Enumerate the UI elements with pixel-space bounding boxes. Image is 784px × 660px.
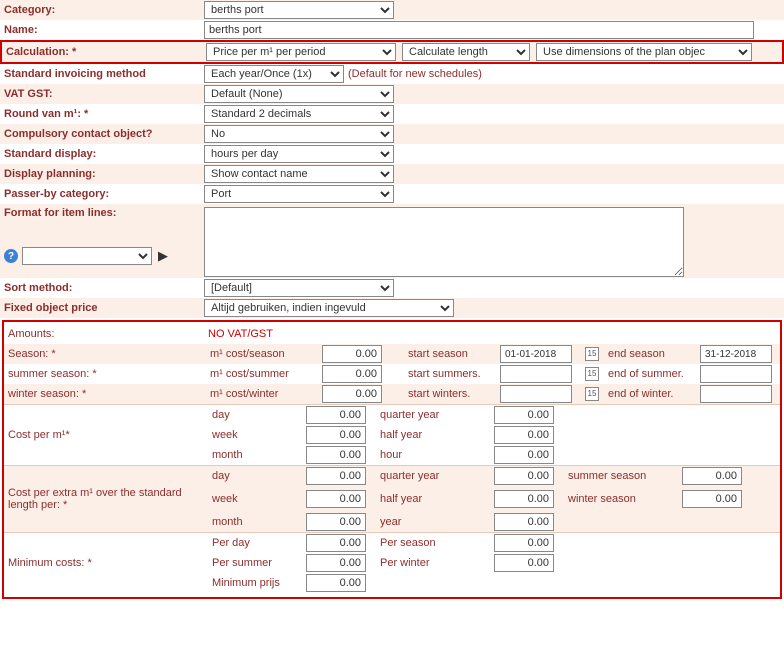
unit-winter: m¹ cost/winter [210,388,320,400]
ce-l-month: month [212,516,302,528]
label-round: Round van m¹: [4,108,88,120]
select-compulsory[interactable]: No [204,125,394,143]
select-stddisplay[interactable]: hours per day [204,145,394,163]
mc-persummer[interactable] [306,554,366,572]
label-passerby: Passer-by category: [4,188,204,200]
mc-l-perday: Per day [212,537,302,549]
label-mincosts: Minimum costs: [8,557,92,569]
l-quarter: quarter year [380,409,490,421]
calendar-icon[interactable]: 15 [585,347,599,361]
ce-l-week: week [212,493,302,505]
select-fixedprice[interactable]: Altijd gebruiken, indien ingevuld [204,299,454,317]
ce-month[interactable] [306,513,366,531]
label-amounts: Amounts: [8,328,208,340]
label-start-winter: start winters. [408,388,498,400]
label-fixedprice: Fixed object price [4,302,204,314]
input-start-summer[interactable] [500,365,572,383]
label-compulsory: Compulsory contact object? [4,128,204,140]
unit-summer: m¹ cost/summer [210,368,320,380]
cpm1-hour[interactable] [494,446,554,464]
l-week: week [212,429,302,441]
label-end-season: end season [608,348,698,360]
label-name: Name: [4,24,204,36]
mc-l-persummer: Per summer [212,557,302,569]
select-category[interactable]: berths port [204,1,394,19]
label-end-summer: end of summer. [608,368,698,380]
input-start-winter[interactable] [500,385,572,403]
ce-day[interactable] [306,467,366,485]
l-half: half year [380,429,490,441]
ce-l-half: half year [380,493,490,505]
arrow-icon[interactable]: ▶ [158,248,168,264]
select-sort[interactable]: [Default] [204,279,394,297]
select-dispplan[interactable]: Show contact name [204,165,394,183]
cpm1-half[interactable] [494,426,554,444]
select-calc-dimensions[interactable]: Use dimensions of the plan objec [536,43,752,61]
label-winter: winter season: [8,388,86,400]
ce-year[interactable] [494,513,554,531]
l-month: month [212,449,302,461]
input-end-summer[interactable] [700,365,772,383]
select-format-helper[interactable] [22,247,152,265]
label-category: Category: [4,4,204,16]
select-passerby[interactable]: Port [204,185,394,203]
l-hour: hour [380,449,490,461]
label-start-summer: start summers. [408,368,498,380]
label-dispplan: Display planning: [4,168,204,180]
mc-minprijs[interactable] [306,574,366,592]
mc-l-minprijs: Minimum prijs [212,577,302,589]
label-cpm1: Cost per m¹* [8,429,208,441]
mc-perday[interactable] [306,534,366,552]
cpm1-day[interactable] [306,406,366,424]
text-novat: NO VAT/GST [208,328,273,340]
ce-summer[interactable] [682,467,742,485]
ce-l-winter: winter season [568,493,678,505]
note-invoicing: (Default for new schedules) [348,68,482,80]
ce-l-summer: summer season [568,470,678,482]
label-start-season: start season [408,348,498,360]
ce-quarter[interactable] [494,467,554,485]
cpm1-quarter[interactable] [494,406,554,424]
help-icon[interactable]: ? [4,249,18,263]
ce-half[interactable] [494,490,554,508]
textarea-format[interactable] [204,207,684,277]
select-calc-length[interactable]: Calculate length [402,43,530,61]
calendar-icon[interactable]: 15 [585,367,599,381]
label-costextra: Cost per extra m¹ over the standard leng… [8,487,182,511]
label-summer: summer season: [8,368,97,380]
label-calculation: Calculation: [6,46,76,58]
l-day: day [212,409,302,421]
mc-perwinter[interactable] [494,554,554,572]
input-end-season[interactable] [700,345,772,363]
label-end-winter: end of winter. [608,388,698,400]
select-vat[interactable]: Default (None) [204,85,394,103]
label-stddisplay: Standard display: [4,148,204,160]
mc-l-perseason: Per season [380,537,490,549]
input-end-winter[interactable] [700,385,772,403]
input-name[interactable] [204,21,754,39]
ce-l-quarter: quarter year [380,470,490,482]
calendar-icon[interactable]: 15 [585,387,599,401]
input-winter-cost[interactable] [322,385,382,403]
cpm1-week[interactable] [306,426,366,444]
label-format: Format for item lines: [4,207,204,219]
label-sort: Sort method: [4,282,204,294]
ce-l-year: year [380,516,490,528]
ce-week[interactable] [306,490,366,508]
ce-l-day: day [212,470,302,482]
input-season-cost[interactable] [322,345,382,363]
label-vat: VAT GST: [4,88,204,100]
mc-perseason[interactable] [494,534,554,552]
select-invoicing[interactable]: Each year/Once (1x) [204,65,344,83]
ce-winter[interactable] [682,490,742,508]
unit-season: m¹ cost/season [210,348,320,360]
mc-l-perwinter: Per winter [380,557,490,569]
label-season: Season: [8,348,56,360]
select-round[interactable]: Standard 2 decimals [204,105,394,123]
label-invoicing: Standard invoicing method [4,68,204,80]
select-calculation[interactable]: Price per m¹ per period [206,43,396,61]
cpm1-month[interactable] [306,446,366,464]
input-summer-cost[interactable] [322,365,382,383]
input-start-season[interactable] [500,345,572,363]
